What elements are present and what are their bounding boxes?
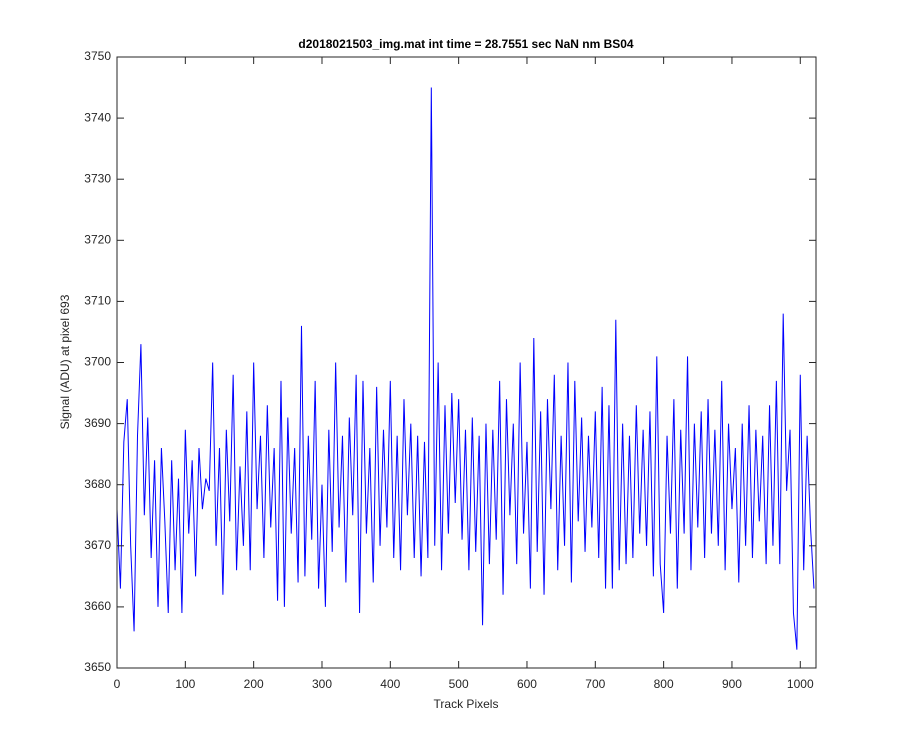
y-tick-label: 3680	[84, 477, 111, 491]
x-tick-label: 600	[517, 677, 537, 691]
y-tick-label: 3660	[84, 599, 111, 613]
x-tick-label: 1000	[787, 677, 814, 691]
y-axis-label: Signal (ADU) at pixel 693	[58, 294, 72, 429]
x-tick-label: 400	[380, 677, 400, 691]
y-tick-label: 3740	[84, 110, 111, 124]
y-tick-label: 3720	[84, 232, 111, 246]
x-tick-label: 300	[312, 677, 332, 691]
x-tick-label: 200	[244, 677, 264, 691]
y-tick-label: 3730	[84, 171, 111, 185]
chart-title: d2018021503_img.mat int time = 28.7551 s…	[298, 37, 634, 51]
x-tick-label: 500	[449, 677, 469, 691]
x-tick-label: 700	[585, 677, 605, 691]
y-tick-label: 3670	[84, 538, 111, 552]
y-tick-label: 3710	[84, 294, 111, 308]
y-tick-label: 3750	[84, 49, 111, 63]
y-tick-label: 3650	[84, 660, 111, 674]
x-tick-label: 800	[654, 677, 674, 691]
x-tick-label: 100	[175, 677, 195, 691]
y-tick-label: 3700	[84, 355, 111, 369]
x-tick-label: 0	[114, 677, 121, 691]
x-axis-label: Track Pixels	[434, 697, 499, 711]
data-line	[116, 87, 815, 650]
y-tick-label: 3690	[84, 416, 111, 430]
x-tick-label: 900	[722, 677, 742, 691]
